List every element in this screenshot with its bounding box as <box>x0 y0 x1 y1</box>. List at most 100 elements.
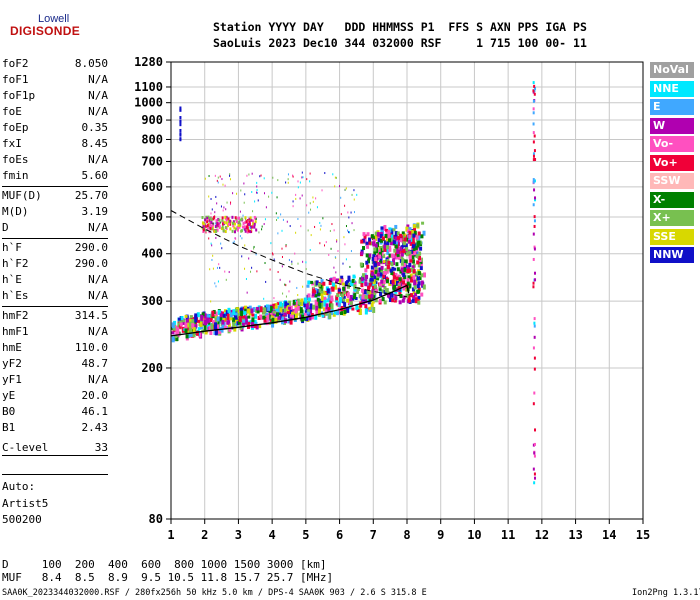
echo-point <box>378 249 382 254</box>
echo-point <box>251 191 253 194</box>
echo-point <box>534 86 537 90</box>
echo-point <box>254 216 257 220</box>
echo-point <box>194 324 198 328</box>
echo-point <box>343 310 347 315</box>
echo-point <box>188 327 192 334</box>
echo-point <box>192 327 196 334</box>
echo-point <box>213 325 217 331</box>
echo-point <box>366 244 370 249</box>
echo-point <box>532 81 535 85</box>
echo-point <box>349 298 353 302</box>
echo-point <box>285 245 287 248</box>
param-name: foF1p <box>2 89 36 102</box>
echo-point <box>196 319 200 323</box>
echo-point <box>232 241 234 244</box>
echo-point <box>244 305 248 309</box>
echo-point <box>277 312 281 316</box>
param-mufd: MUF(D) 25.70 <box>2 189 108 205</box>
echo-point <box>209 268 211 271</box>
echo-point <box>402 286 406 291</box>
echo-point <box>351 307 355 311</box>
echo-point <box>264 218 266 221</box>
param-name: yF1 <box>2 373 22 386</box>
echo-point <box>394 272 398 276</box>
echo-point <box>533 245 536 249</box>
x-tick-label: 9 <box>437 528 444 542</box>
echo-point <box>386 245 390 250</box>
echo-point <box>210 242 212 245</box>
echo-point <box>218 224 221 228</box>
echo-point <box>336 292 340 297</box>
param-name: foEs <box>2 153 29 166</box>
echo-point <box>390 241 394 246</box>
echo-point <box>231 215 234 219</box>
echo-point <box>253 247 255 250</box>
echo-point <box>233 230 236 234</box>
echo-point <box>406 269 410 274</box>
echo-point <box>221 247 223 250</box>
echo-point <box>532 346 535 350</box>
echo-point <box>336 238 338 241</box>
echo-point <box>246 230 249 234</box>
echo-point <box>195 330 199 336</box>
y-tick-label: 200 <box>141 361 163 375</box>
echo-point <box>317 292 321 296</box>
echo-point <box>376 276 380 281</box>
echo-point <box>214 322 218 327</box>
echo-point <box>417 281 421 286</box>
echo-point <box>373 282 377 287</box>
echo-point <box>365 274 369 279</box>
param-name: fxI <box>2 137 22 150</box>
echo-point <box>314 314 318 320</box>
param-separator <box>2 306 108 307</box>
param-he: h`E N/A <box>2 273 108 289</box>
echo-point <box>319 228 321 231</box>
echo-point <box>301 312 305 316</box>
echo-point <box>380 251 384 256</box>
echo-point <box>344 188 346 191</box>
echo-point <box>414 292 418 297</box>
echo-point <box>393 248 397 253</box>
echo-point <box>269 268 271 271</box>
echo-point <box>214 317 218 324</box>
echo-point <box>202 228 205 232</box>
echo-point <box>239 222 242 226</box>
echo-point <box>281 302 285 307</box>
param-name: foEp <box>2 121 29 134</box>
echo-point <box>288 312 292 319</box>
echo-point <box>289 314 293 320</box>
x-tick-label: 10 <box>467 528 481 542</box>
echo-point <box>314 225 316 228</box>
echo-point <box>394 241 398 247</box>
param-hf: h`F 290.0 <box>2 241 108 257</box>
echo-point <box>341 293 345 298</box>
echo-point <box>225 215 228 219</box>
echo-point <box>389 280 393 285</box>
echo-point <box>231 317 235 324</box>
echo-point <box>281 255 283 258</box>
echo-point <box>294 307 298 314</box>
param-value: 20.0 <box>81 389 109 402</box>
echo-point <box>374 286 378 291</box>
echo-point <box>274 312 278 317</box>
echo-point <box>402 233 406 237</box>
echo-point <box>297 217 299 220</box>
echo-point <box>378 298 382 303</box>
echo-point <box>214 222 216 225</box>
echo-point <box>307 280 311 285</box>
echo-point <box>219 221 221 224</box>
echo-point <box>416 241 420 248</box>
echo-point <box>266 314 270 321</box>
echo-point <box>353 284 357 290</box>
echo-point <box>360 251 364 256</box>
echo-point <box>380 226 384 230</box>
footer-version: Ion2Png 1.3.17 <box>632 588 700 598</box>
echo-point <box>309 180 311 183</box>
echo-point <box>388 282 392 286</box>
echo-point <box>214 174 216 177</box>
echo-point <box>533 356 536 360</box>
echo-point <box>381 289 385 294</box>
echo-point <box>248 173 250 176</box>
echo-point <box>326 298 330 303</box>
